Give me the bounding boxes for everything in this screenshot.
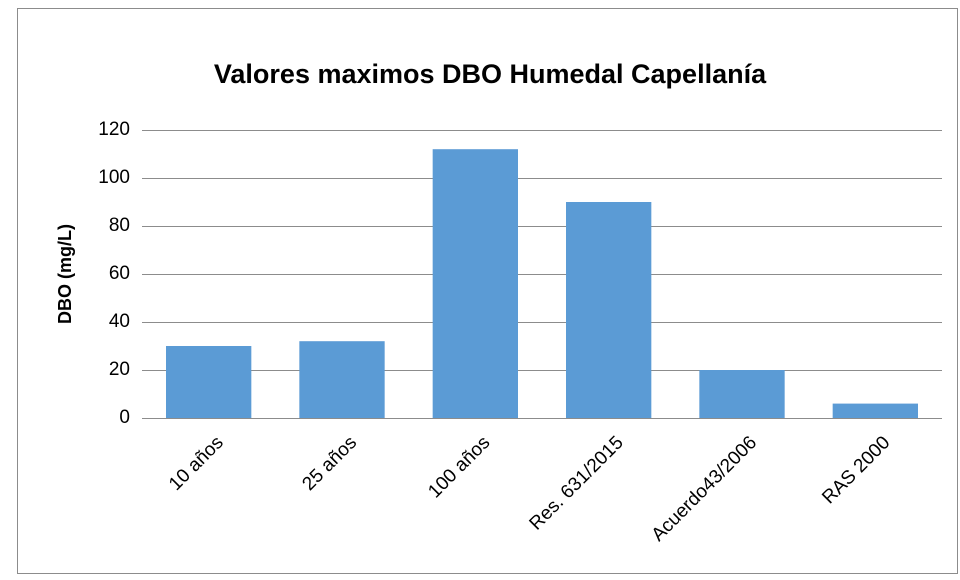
- y-tick-label: 120: [98, 119, 130, 140]
- y-tick-label: 80: [109, 215, 130, 236]
- bar: [832, 403, 918, 418]
- y-tick-label: 40: [109, 311, 130, 332]
- bar: [299, 341, 385, 418]
- bar: [432, 149, 518, 418]
- y-tick-label: 20: [109, 359, 130, 380]
- chart-title: Valores maximos DBO Humedal Capellanía: [214, 59, 767, 89]
- y-tick-label: 100: [98, 167, 130, 188]
- bar: [566, 202, 652, 418]
- y-axis-label: DBO (mg/L): [55, 224, 75, 324]
- bar: [166, 346, 252, 418]
- y-tick-label: 60: [109, 263, 130, 284]
- y-tick-label: 0: [119, 407, 130, 428]
- bar: [699, 370, 785, 418]
